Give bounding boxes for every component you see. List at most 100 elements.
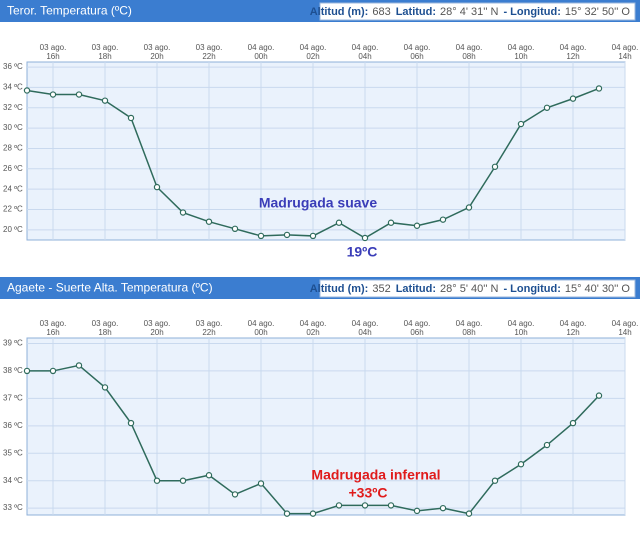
data-point (23, 367, 31, 375)
data-point (543, 441, 551, 449)
data-point (101, 384, 109, 391)
data-point (465, 204, 473, 211)
station-label: - Longitud: (503, 6, 560, 18)
data-point (127, 419, 135, 427)
x-tick-date: 04 ago. (404, 319, 431, 328)
data-point (543, 104, 551, 111)
plot-area (26, 61, 626, 241)
data-point (595, 392, 603, 399)
x-tick-date: 04 ago. (248, 319, 275, 328)
y-tick-label: 39 ºC (3, 339, 23, 348)
x-tick-hour: 00h (254, 52, 267, 61)
x-tick-date: 04 ago. (456, 319, 483, 328)
data-point (179, 209, 187, 216)
x-tick-date: 03 ago. (144, 43, 171, 52)
data-point (179, 477, 187, 484)
y-tick-label: 38 ºC (3, 366, 23, 375)
y-tick-label: 32 ºC (3, 103, 23, 112)
y-tick-label: 26 ºC (3, 164, 23, 173)
station-value: 352 (372, 283, 390, 295)
data-point (517, 120, 525, 128)
x-tick-hour: 06h (410, 328, 423, 337)
data-point (75, 362, 83, 369)
data-point (569, 95, 577, 102)
data-point (491, 163, 499, 170)
x-tick-hour: 02h (306, 52, 319, 61)
x-tick-date: 04 ago. (508, 319, 535, 328)
annotation: 19ºC (347, 244, 378, 260)
data-point (465, 510, 473, 517)
data-point (517, 461, 525, 468)
x-tick-date: 04 ago. (300, 43, 327, 52)
x-tick-hour: 04h (358, 52, 371, 61)
x-tick-hour: 14h (618, 328, 631, 337)
data-point (387, 219, 395, 226)
x-tick-date: 04 ago. (300, 319, 327, 328)
x-tick-hour: 18h (98, 328, 111, 337)
x-tick-date: 04 ago. (612, 43, 639, 52)
data-point (205, 472, 213, 479)
data-point (283, 231, 291, 239)
x-tick-hour: 00h (254, 328, 267, 337)
data-point (361, 502, 369, 509)
station-label: - Longitud: (503, 283, 560, 295)
x-tick-date: 04 ago. (560, 43, 587, 52)
annotation: Madrugada infernal (311, 467, 440, 483)
data-point (153, 477, 161, 484)
x-tick-date: 04 ago. (352, 319, 379, 328)
data-point (257, 480, 265, 487)
data-point (75, 91, 83, 98)
y-tick-label: 20 ºC (3, 225, 23, 234)
y-tick-label: 36 ºC (3, 421, 23, 430)
x-tick-date: 04 ago. (560, 319, 587, 328)
x-tick-hour: 10h (514, 52, 527, 61)
x-tick-date: 04 ago. (248, 43, 275, 52)
data-point (387, 502, 395, 509)
x-tick-date: 03 ago. (196, 43, 223, 52)
y-tick-label: 34 ºC (3, 83, 23, 92)
plot-area (26, 337, 626, 516)
station-info: Altitud (m): 352 Latitud: 28° 5' 40'' N - Lo… (310, 283, 631, 295)
y-tick-label: 30 ºC (3, 123, 23, 132)
x-tick-date: 03 ago. (196, 319, 223, 328)
station-value: 15° 32' 50'' O (565, 6, 631, 18)
x-tick-hour: 12h (566, 52, 579, 61)
station-label: Latitud: (396, 283, 436, 295)
data-point (439, 504, 447, 512)
x-tick-date: 03 ago. (144, 319, 171, 328)
station-value: 683 (372, 6, 390, 18)
station-label: Altitud (m): (310, 283, 369, 295)
data-point (335, 502, 343, 509)
y-tick-label: 24 ºC (3, 184, 23, 193)
x-tick-hour: 02h (306, 328, 319, 337)
x-tick-hour: 08h (462, 52, 475, 61)
data-point (231, 225, 239, 233)
y-tick-label: 28 ºC (3, 144, 23, 153)
x-tick-date: 04 ago. (404, 43, 431, 52)
x-tick-date: 03 ago. (92, 43, 119, 52)
y-tick-label: 36 ºC (3, 62, 23, 71)
y-tick-label: 35 ºC (3, 448, 23, 457)
data-point (413, 507, 421, 515)
annotation: Madrugada suave (259, 195, 377, 211)
station-info: Altitud (m): 683 Latitud: 28° 4' 31'' N - Lo… (310, 6, 631, 18)
station-value: 15° 40' 30'' O (565, 283, 631, 295)
x-tick-hour: 12h (566, 328, 579, 337)
x-tick-date: 04 ago. (508, 43, 535, 52)
x-tick-date: 03 ago. (40, 319, 67, 328)
x-tick-date: 03 ago. (40, 43, 67, 52)
data-point (49, 367, 57, 375)
data-point (309, 232, 317, 240)
chart-title: Agaete - Suerte Alta. Temperatura (ºC) (7, 281, 213, 295)
data-point (127, 114, 135, 122)
data-point (413, 222, 421, 229)
data-point (491, 477, 499, 484)
data-point (309, 510, 317, 517)
data-point (283, 510, 291, 517)
station-box (319, 2, 636, 21)
x-tick-date: 04 ago. (456, 43, 483, 52)
x-tick-hour: 16h (46, 52, 59, 61)
station-label: Latitud: (396, 6, 436, 18)
x-tick-hour: 10h (514, 328, 527, 337)
